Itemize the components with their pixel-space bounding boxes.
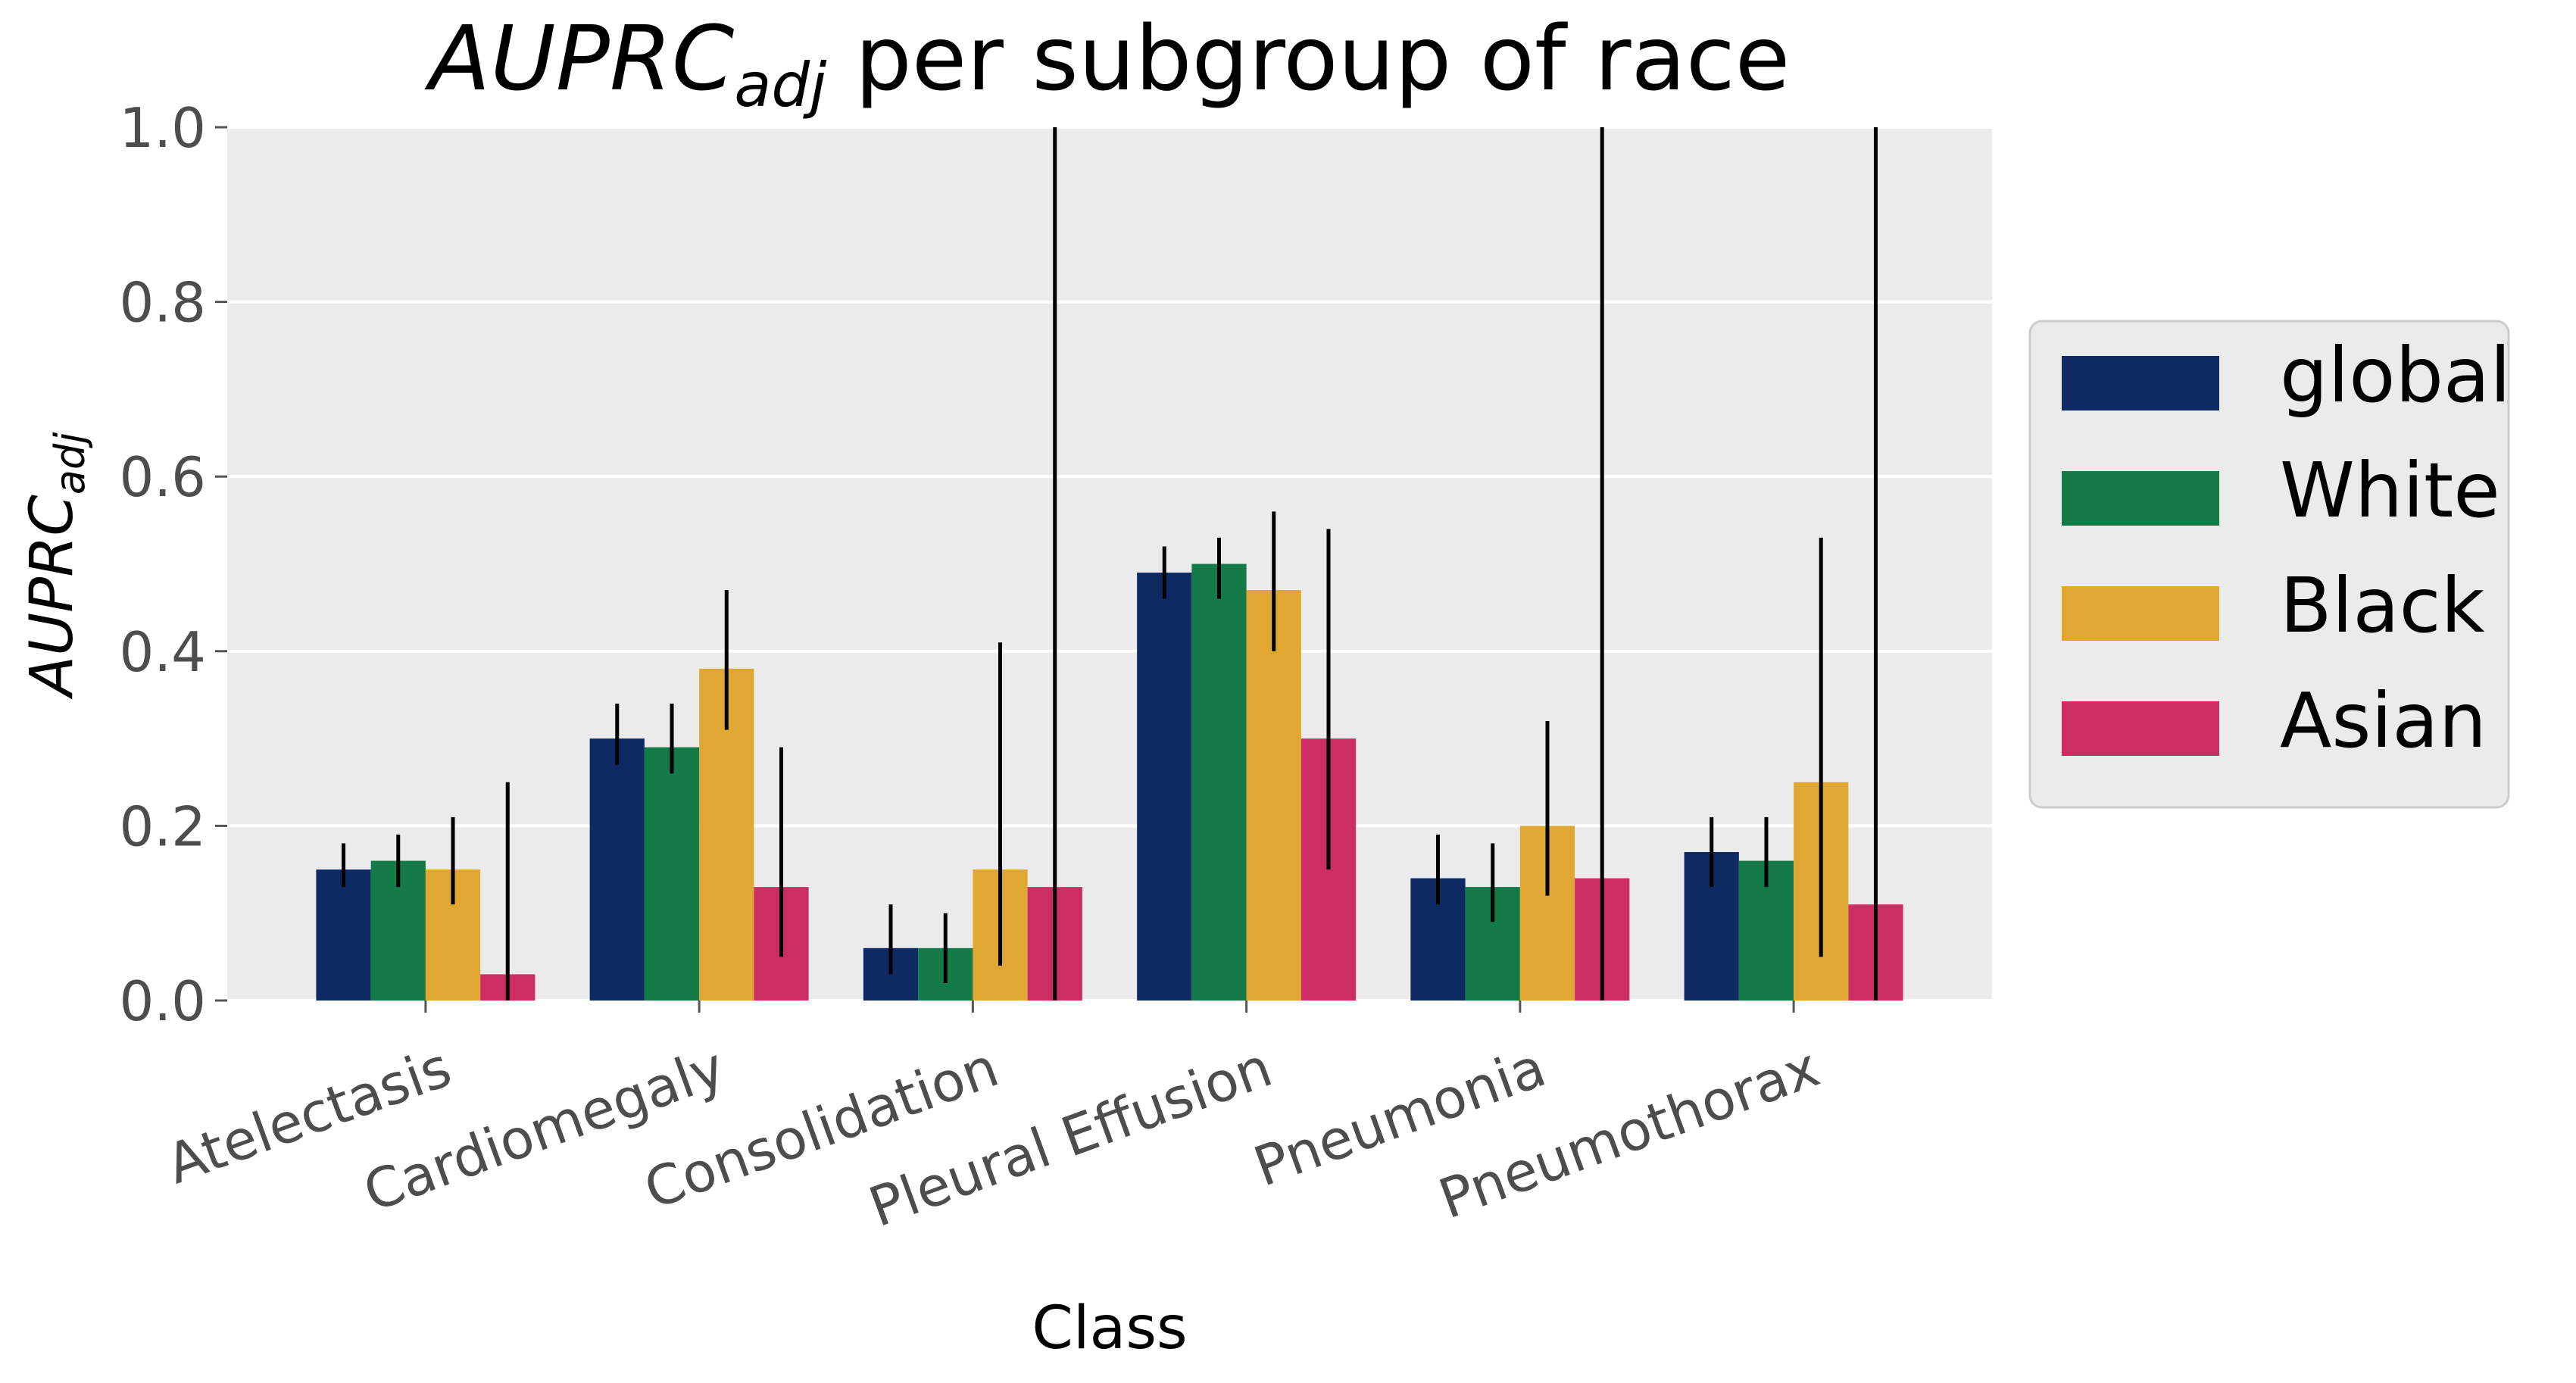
chart-title-main: AUPRC: [424, 6, 735, 111]
legend-label: White: [2280, 446, 2500, 535]
y-axis-label: AUPRCadj: [18, 432, 94, 701]
legend-label: Black: [2280, 561, 2485, 650]
chart-title-sub: adj: [734, 50, 827, 120]
bar-global-cardiomegaly: [589, 738, 645, 1001]
y-tick-label: 1.0: [119, 96, 206, 160]
bar-global-pleural-effusion: [1137, 573, 1192, 1001]
bars: [316, 564, 1903, 1001]
y-tick-label: 0.8: [119, 271, 206, 335]
chart-title-rest: per subgroup of race: [826, 6, 1790, 111]
legend-swatch: [2062, 701, 2219, 756]
bar-white-cardiomegaly: [644, 747, 700, 1001]
y-axis-label-main: AUPRC: [18, 495, 86, 701]
bar-black-pleural-effusion: [1246, 590, 1301, 1001]
chart-title: AUPRCadj per subgroup of race: [424, 6, 1791, 120]
legend-label: global: [2280, 331, 2511, 420]
bar-white-pleural-effusion: [1191, 564, 1247, 1001]
legend-frame: [2028, 320, 2510, 809]
error-bars: [342, 127, 1878, 1001]
y-tick-label: 0.0: [119, 969, 206, 1033]
legend-swatch: [2062, 356, 2219, 411]
y-axis-label-sub: adj: [46, 432, 94, 495]
y-tick-label: 0.6: [119, 445, 206, 509]
legend-swatch: [2062, 471, 2219, 526]
y-tick-label: 0.4: [119, 620, 206, 684]
bar-global-atelectasis: [316, 869, 371, 1001]
y-tick-label: 0.2: [119, 795, 206, 858]
legend-label: Asian: [2280, 676, 2487, 765]
x-axis-label: Class: [1032, 1294, 1187, 1363]
legend-swatch: [2062, 586, 2219, 641]
y-axis: 0.0 0.2 0.4 0.6 0.8 1.0: [119, 96, 227, 1033]
x-axis: AtelectasisCardiomegalyConsolidationPleu…: [158, 1001, 1827, 1239]
legend: global White Black Asian: [2028, 320, 2511, 809]
